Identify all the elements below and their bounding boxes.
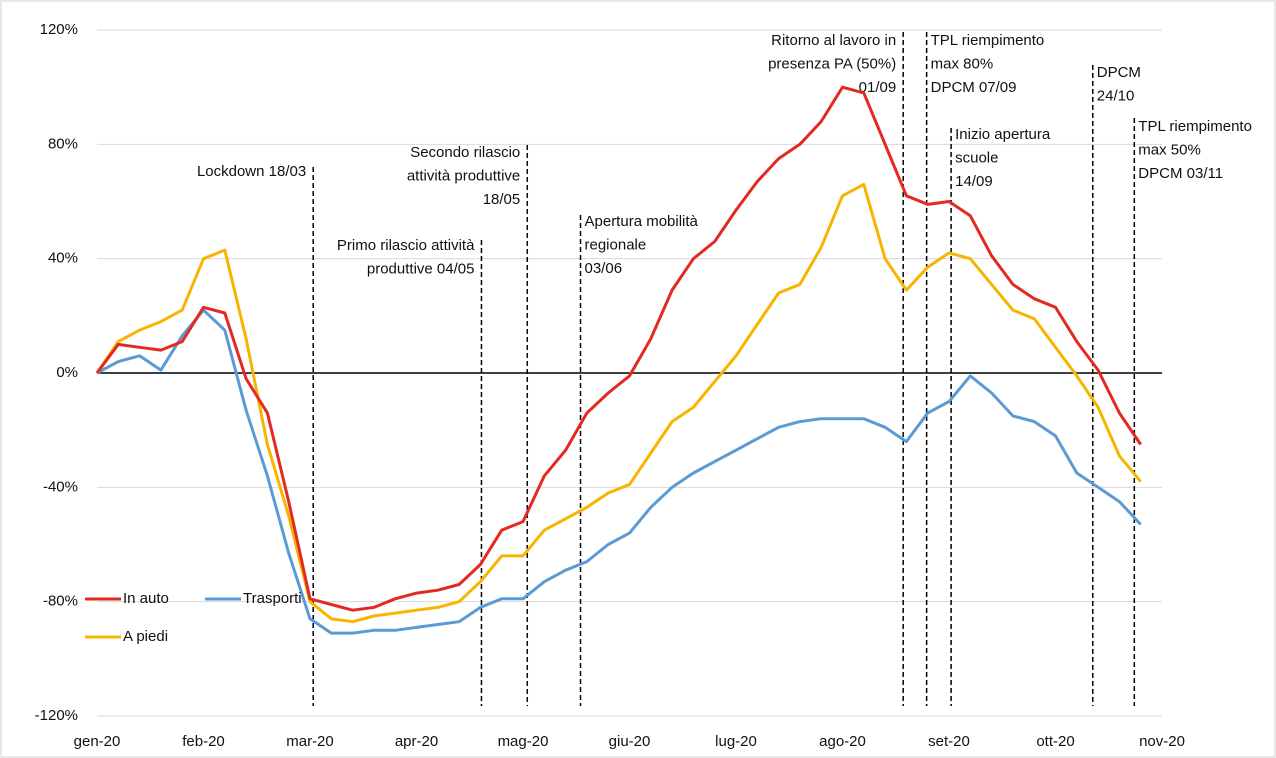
y-tick-label: 40% <box>48 250 78 267</box>
annotation-text: Apertura mobilità <box>585 213 699 230</box>
annotation-text: attività produttive <box>407 167 520 184</box>
annotation-text: DPCM 03/11 <box>1138 165 1223 182</box>
annotation-text: 01/09 <box>859 79 897 96</box>
x-tick-label: apr-20 <box>395 733 438 750</box>
annotation-text: presenza PA (50%) <box>768 55 896 72</box>
annotation-text: max 50% <box>1138 141 1201 158</box>
x-tick-label: nov-20 <box>1139 733 1185 750</box>
annotation-text: produttive 04/05 <box>367 260 475 277</box>
x-tick-label: ago-20 <box>819 733 866 750</box>
y-tick-label: -120% <box>35 707 78 724</box>
annotation-text: 14/09 <box>955 173 993 190</box>
x-tick-label: ott-20 <box>1036 733 1074 750</box>
annotation-text: Secondo rilascio <box>410 144 520 161</box>
y-tick-label: -40% <box>43 478 78 495</box>
annotation-text: 18/05 <box>483 191 521 208</box>
annotation-text: 24/10 <box>1097 87 1135 104</box>
legend-label: A piedi <box>123 628 168 645</box>
x-tick-label: feb-20 <box>182 733 225 750</box>
legend-label: In auto <box>123 590 169 607</box>
annotation-text: Primo rilascio attività <box>337 237 475 254</box>
annotation-text: DPCM 07/09 <box>931 79 1017 96</box>
x-tick-label: giu-20 <box>609 733 651 750</box>
legend-label: Trasporti <box>243 590 302 607</box>
series-line <box>95 182 1142 624</box>
annotation-text: Lockdown 18/03 <box>197 163 306 180</box>
annotation-text: Ritorno al lavoro in <box>771 32 896 49</box>
annotation-text: TPL riempimento <box>1138 118 1252 135</box>
x-tick-label: gen-20 <box>74 733 121 750</box>
x-tick-label: mar-20 <box>286 733 334 750</box>
annotation-text: Inizio apertura <box>955 126 1051 143</box>
y-tick-label: 120% <box>40 21 78 38</box>
annotation-text: max 80% <box>931 55 994 72</box>
annotation-text: regionale <box>585 236 647 253</box>
y-tick-label: 0% <box>56 364 78 381</box>
annotation-text: TPL riempimento <box>931 32 1045 49</box>
annotation-text: scuole <box>955 149 998 166</box>
y-tick-label: -80% <box>43 593 78 610</box>
annotation-text: 03/06 <box>585 260 623 277</box>
x-tick-label: set-20 <box>928 733 970 750</box>
annotation-text: DPCM <box>1097 64 1141 81</box>
series-line <box>95 85 1142 612</box>
series-line <box>96 308 1142 635</box>
x-tick-label: mag-20 <box>498 733 549 750</box>
y-tick-label: 80% <box>48 135 78 152</box>
x-tick-label: lug-20 <box>715 733 757 750</box>
